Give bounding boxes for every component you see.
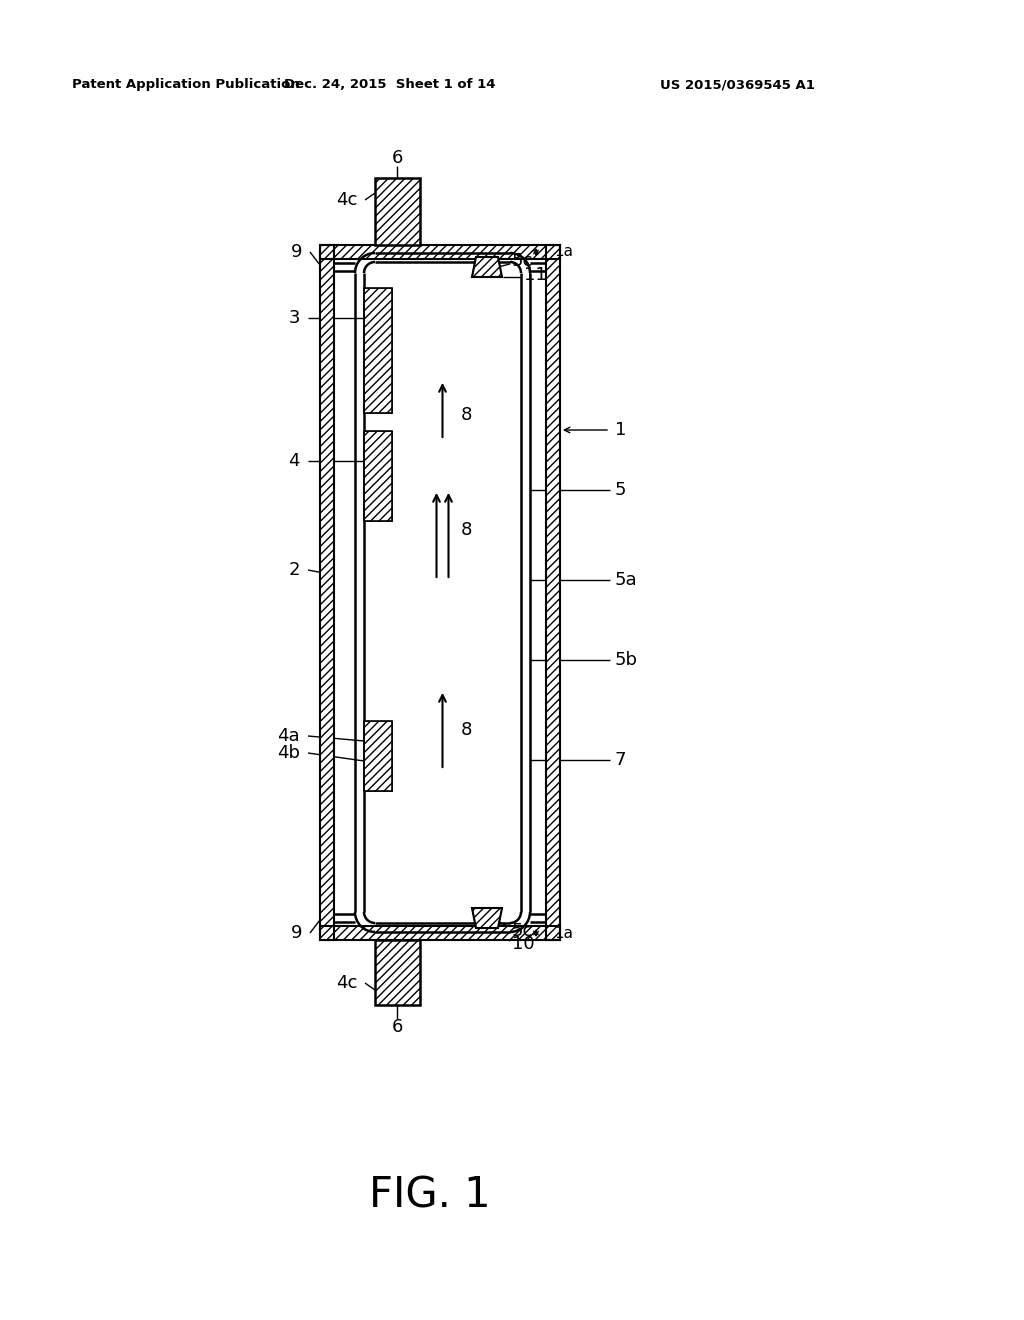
Text: 1a: 1a [554,244,573,260]
Bar [319,246,334,940]
Bar [546,246,560,940]
Text: 5a: 5a [615,572,638,589]
Bar [375,940,420,1005]
Bar [375,178,420,246]
Bar [364,432,392,521]
Text: 6: 6 [391,1018,402,1036]
Text: 5: 5 [615,480,627,499]
Text: 9: 9 [291,924,302,942]
Text: Patent Application Publication: Patent Application Publication [72,78,300,91]
Text: 4b: 4b [278,744,300,762]
Text: 4c: 4c [336,191,357,209]
Text: 4a: 4a [278,727,300,744]
Text: Dec. 24, 2015  Sheet 1 of 14: Dec. 24, 2015 Sheet 1 of 14 [285,78,496,91]
Text: US 2015/0369545 A1: US 2015/0369545 A1 [660,78,815,91]
Bar [364,288,392,413]
Bar [364,721,392,791]
Text: 1: 1 [615,421,627,440]
Text: 5c: 5c [512,921,534,940]
Text: 5c: 5c [512,252,534,271]
Bar [319,246,334,940]
Text: 9: 9 [291,243,302,261]
Text: 10: 10 [512,935,535,953]
Polygon shape [472,257,502,277]
Polygon shape [472,908,502,928]
Text: 2: 2 [289,561,300,579]
Bar [364,721,392,791]
Bar [364,288,392,413]
Text: FIG. 1: FIG. 1 [370,1175,490,1217]
Bar [546,246,560,940]
Text: 4: 4 [289,451,300,470]
Bar [319,927,560,940]
Bar [319,246,560,259]
Bar [375,178,420,246]
Text: 5b: 5b [615,651,638,669]
Text: 3: 3 [289,309,300,327]
Text: 8: 8 [461,407,472,424]
Text: 8: 8 [461,521,472,539]
Bar [319,927,560,940]
Text: 4c: 4c [336,974,357,993]
Text: 11: 11 [524,267,547,284]
Text: 1a: 1a [554,925,573,940]
Text: 8: 8 [461,721,472,739]
Bar [364,432,392,521]
Bar [375,940,420,1005]
Text: 7: 7 [615,751,627,770]
Bar [319,246,560,259]
Text: 6: 6 [391,149,402,168]
